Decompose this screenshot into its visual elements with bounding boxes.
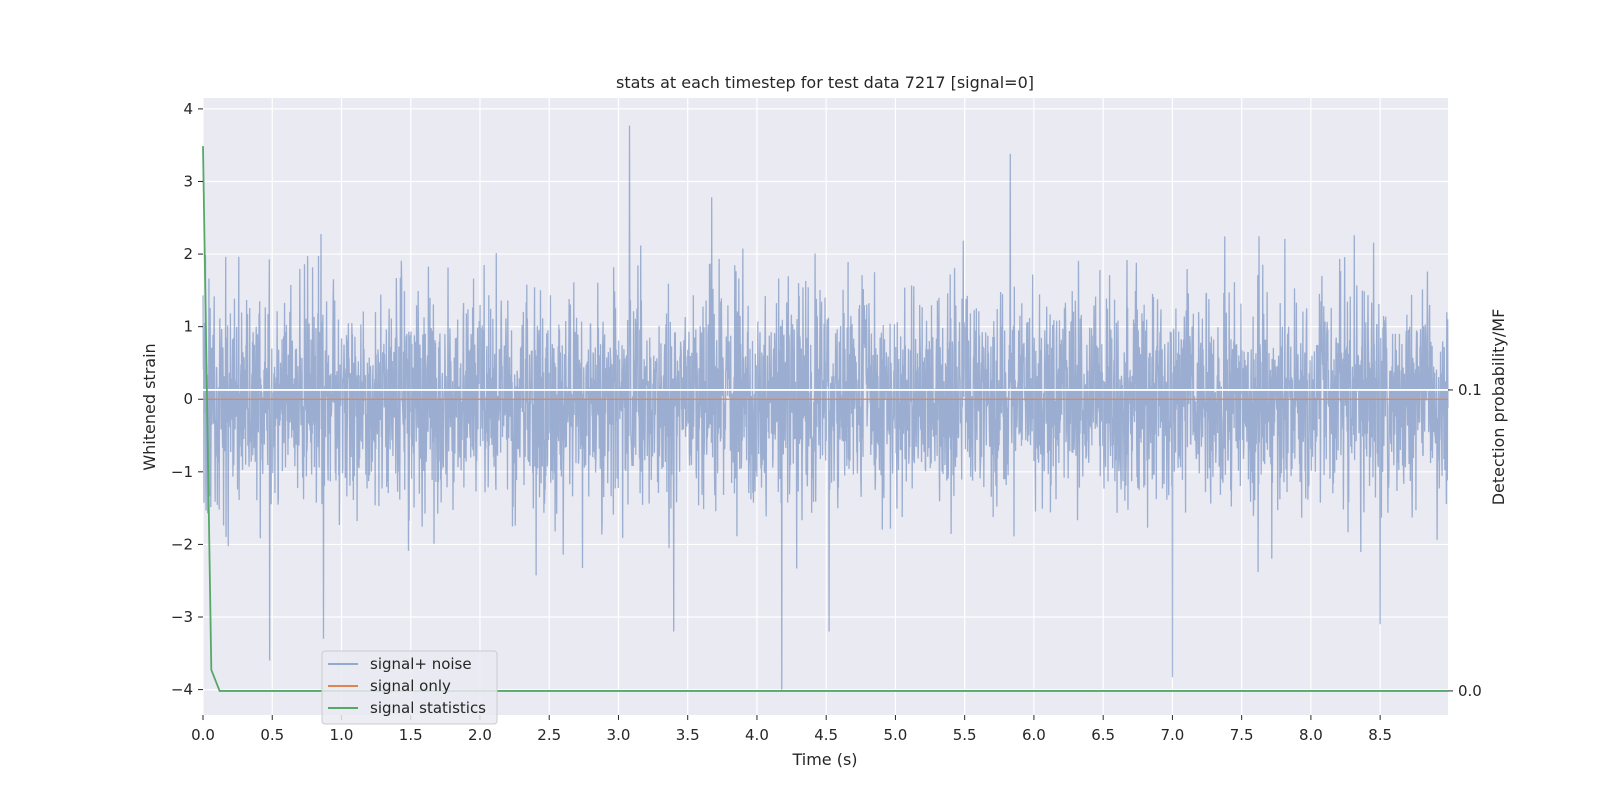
x-tick-label: 7.0: [1160, 726, 1184, 744]
y-tick-label: −1: [171, 463, 193, 481]
x-tick-label: 2.5: [537, 726, 561, 744]
axes-layer: 0.0 0.5 1.0 1.5 2.0 2.5 3.0 3.5 4.0 4.5 5.0 5.5 6.0 6…: [171, 100, 1482, 744]
series-layer: [202, 125, 1449, 692]
series-signal-noise: [202, 125, 1449, 690]
y-tick-label: 1: [183, 318, 193, 336]
x-tick-label: 7.5: [1230, 726, 1254, 744]
legend-label-signal-noise: signal+ noise: [370, 655, 472, 673]
y2-tick-label: 0.0: [1458, 682, 1482, 700]
y2-axis-label: Detection probability/MF: [1489, 309, 1508, 506]
x-tick-label: 4.5: [814, 726, 838, 744]
legend-label-signal-statistics: signal statistics: [370, 699, 486, 717]
y-tick-label: 0: [183, 390, 193, 408]
x-tick-label: 1.5: [399, 726, 423, 744]
x-tick-label: 5.5: [953, 726, 977, 744]
y-tick-label: 2: [183, 245, 193, 263]
x-tick-label: 8.5: [1368, 726, 1392, 744]
x-tick-label: 6.0: [1022, 726, 1046, 744]
legend-box: [321, 650, 498, 725]
x-tick-label: 8.0: [1299, 726, 1323, 744]
y-tick-label: −4: [171, 681, 193, 699]
y-tick-label: 3: [183, 172, 193, 190]
x-tick-label: 3.0: [607, 726, 631, 744]
legend-label-signal-only: signal only: [370, 677, 451, 695]
x-tick-label: 4.0: [745, 726, 769, 744]
x-tick-label: 3.5: [676, 726, 700, 744]
x-tick-label: 0.5: [260, 726, 284, 744]
y2-tick-label: 0.1: [1458, 381, 1482, 399]
y-tick-label: −2: [171, 535, 193, 553]
y-tick-label: 4: [183, 100, 193, 118]
x-tick-label: 2.0: [468, 726, 492, 744]
legend: signal+ noise signal only signal statist…: [321, 650, 498, 725]
x-tick-label: 5.0: [884, 726, 908, 744]
series-signal-statistics: [202, 146, 1448, 692]
x-tick-label: 1.0: [330, 726, 354, 744]
y-axis-label: Whitened strain: [140, 343, 159, 470]
x-axis-label: Time (s): [791, 750, 857, 769]
y-tick-label: −3: [171, 608, 193, 626]
chart-title: stats at each timestep for test data 721…: [616, 73, 1034, 92]
x-tick-label: 0.0: [191, 726, 215, 744]
x-tick-label: 6.5: [1091, 726, 1115, 744]
